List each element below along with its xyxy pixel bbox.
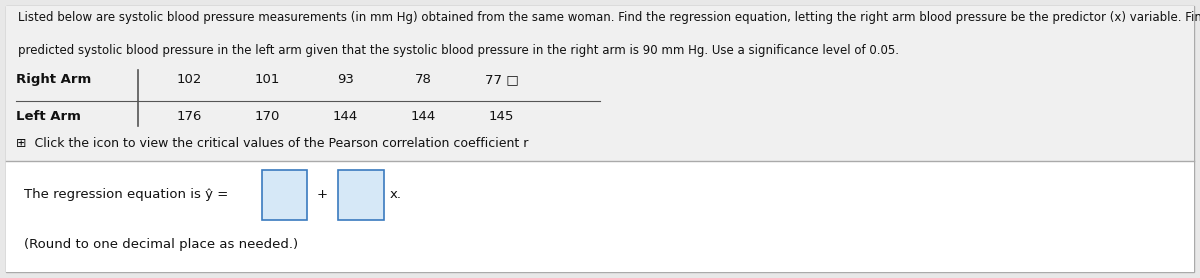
- Text: Left Arm: Left Arm: [16, 110, 80, 123]
- Text: 144: 144: [332, 110, 359, 123]
- Text: The regression equation is ŷ =: The regression equation is ŷ =: [24, 188, 228, 201]
- Text: 77 □: 77 □: [485, 73, 518, 86]
- FancyBboxPatch shape: [6, 161, 1194, 272]
- FancyBboxPatch shape: [338, 170, 384, 220]
- Text: 78: 78: [415, 73, 432, 86]
- Text: 101: 101: [254, 73, 281, 86]
- FancyBboxPatch shape: [6, 6, 1194, 161]
- Text: Right Arm: Right Arm: [16, 73, 91, 86]
- Text: 145: 145: [488, 110, 515, 123]
- Text: 93: 93: [337, 73, 354, 86]
- Text: predicted systolic blood pressure in the left arm given that the systolic blood : predicted systolic blood pressure in the…: [18, 44, 899, 58]
- Text: Listed below are systolic blood pressure measurements (in mm Hg) obtained from t: Listed below are systolic blood pressure…: [18, 11, 1200, 24]
- Text: ⊞  Click the icon to view the critical values of the Pearson correlation coeffic: ⊞ Click the icon to view the critical va…: [16, 137, 528, 150]
- Text: 102: 102: [176, 73, 203, 86]
- Text: +: +: [317, 188, 328, 201]
- Text: 176: 176: [176, 110, 203, 123]
- Text: 170: 170: [254, 110, 281, 123]
- Text: x.: x.: [390, 188, 402, 201]
- FancyBboxPatch shape: [6, 6, 1194, 272]
- FancyBboxPatch shape: [262, 170, 307, 220]
- Text: (Round to one decimal place as needed.): (Round to one decimal place as needed.): [24, 238, 298, 251]
- Text: 144: 144: [410, 110, 437, 123]
